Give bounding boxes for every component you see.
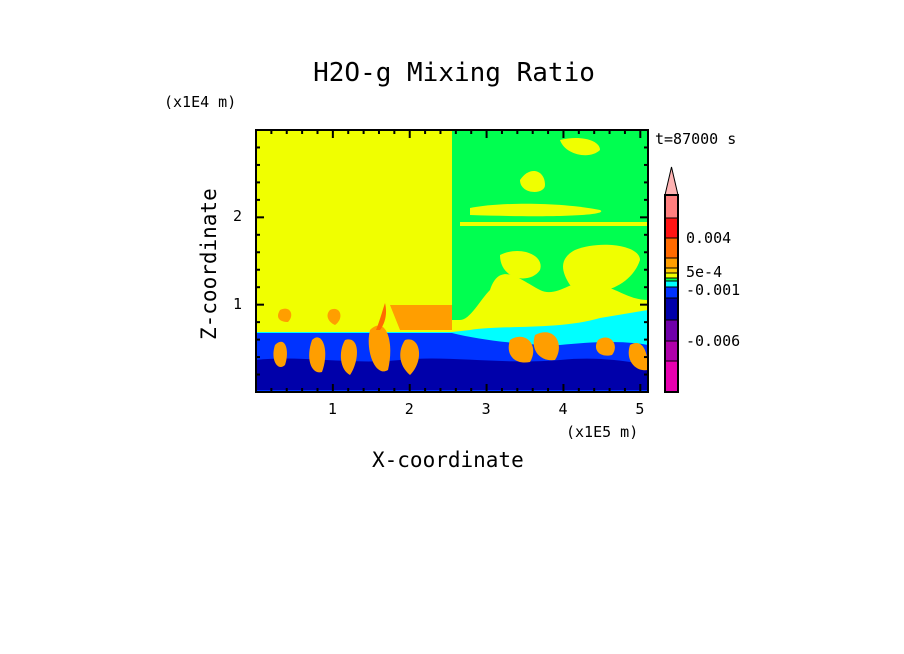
colorbar-segment — [664, 319, 679, 342]
y-tick-label: 2 — [233, 207, 243, 226]
colorbar-segment — [664, 340, 679, 362]
x-unit-label: (x1E5 m) — [566, 423, 639, 441]
colorbar-segment — [664, 360, 679, 393]
colorbar-segment — [664, 286, 679, 299]
colorbar-segment — [664, 297, 679, 321]
colorbar-segment — [664, 272, 679, 279]
x-tick-label: 1 — [327, 400, 337, 418]
y-unit-label: (x1E4 m) — [164, 93, 237, 111]
colorbar-segment — [664, 257, 679, 269]
colorbar — [664, 166, 679, 393]
plot-frame — [255, 129, 649, 393]
colorbar-segment — [664, 280, 679, 288]
colorbar-label: -0.006 — [686, 332, 741, 350]
x-tick-label: 4 — [558, 400, 568, 418]
time-label: t=87000 s — [655, 130, 737, 148]
colorbar-label: 0.004 — [686, 229, 732, 247]
x-tick-label: 5 — [635, 400, 645, 418]
x-tick-label: 2 — [404, 400, 414, 418]
x-tick-label: 3 — [481, 400, 491, 418]
colorbar-label: -0.001 — [686, 281, 741, 299]
colorbar-segment — [664, 217, 679, 239]
x-axis-label: X-coordinate — [372, 448, 524, 472]
contour-field — [256, 130, 648, 392]
colorbar-segment — [664, 194, 679, 219]
chart-title: H2O-g Mixing Ratio — [313, 58, 595, 88]
colorbar-segment — [664, 237, 679, 259]
y-tick-label: 1 — [233, 294, 243, 313]
colorbar-extend-arrow — [664, 166, 679, 196]
colorbar-label: 5e-4 — [686, 263, 723, 281]
colorbar-segment — [664, 267, 679, 274]
colorbar-frame — [664, 194, 679, 393]
